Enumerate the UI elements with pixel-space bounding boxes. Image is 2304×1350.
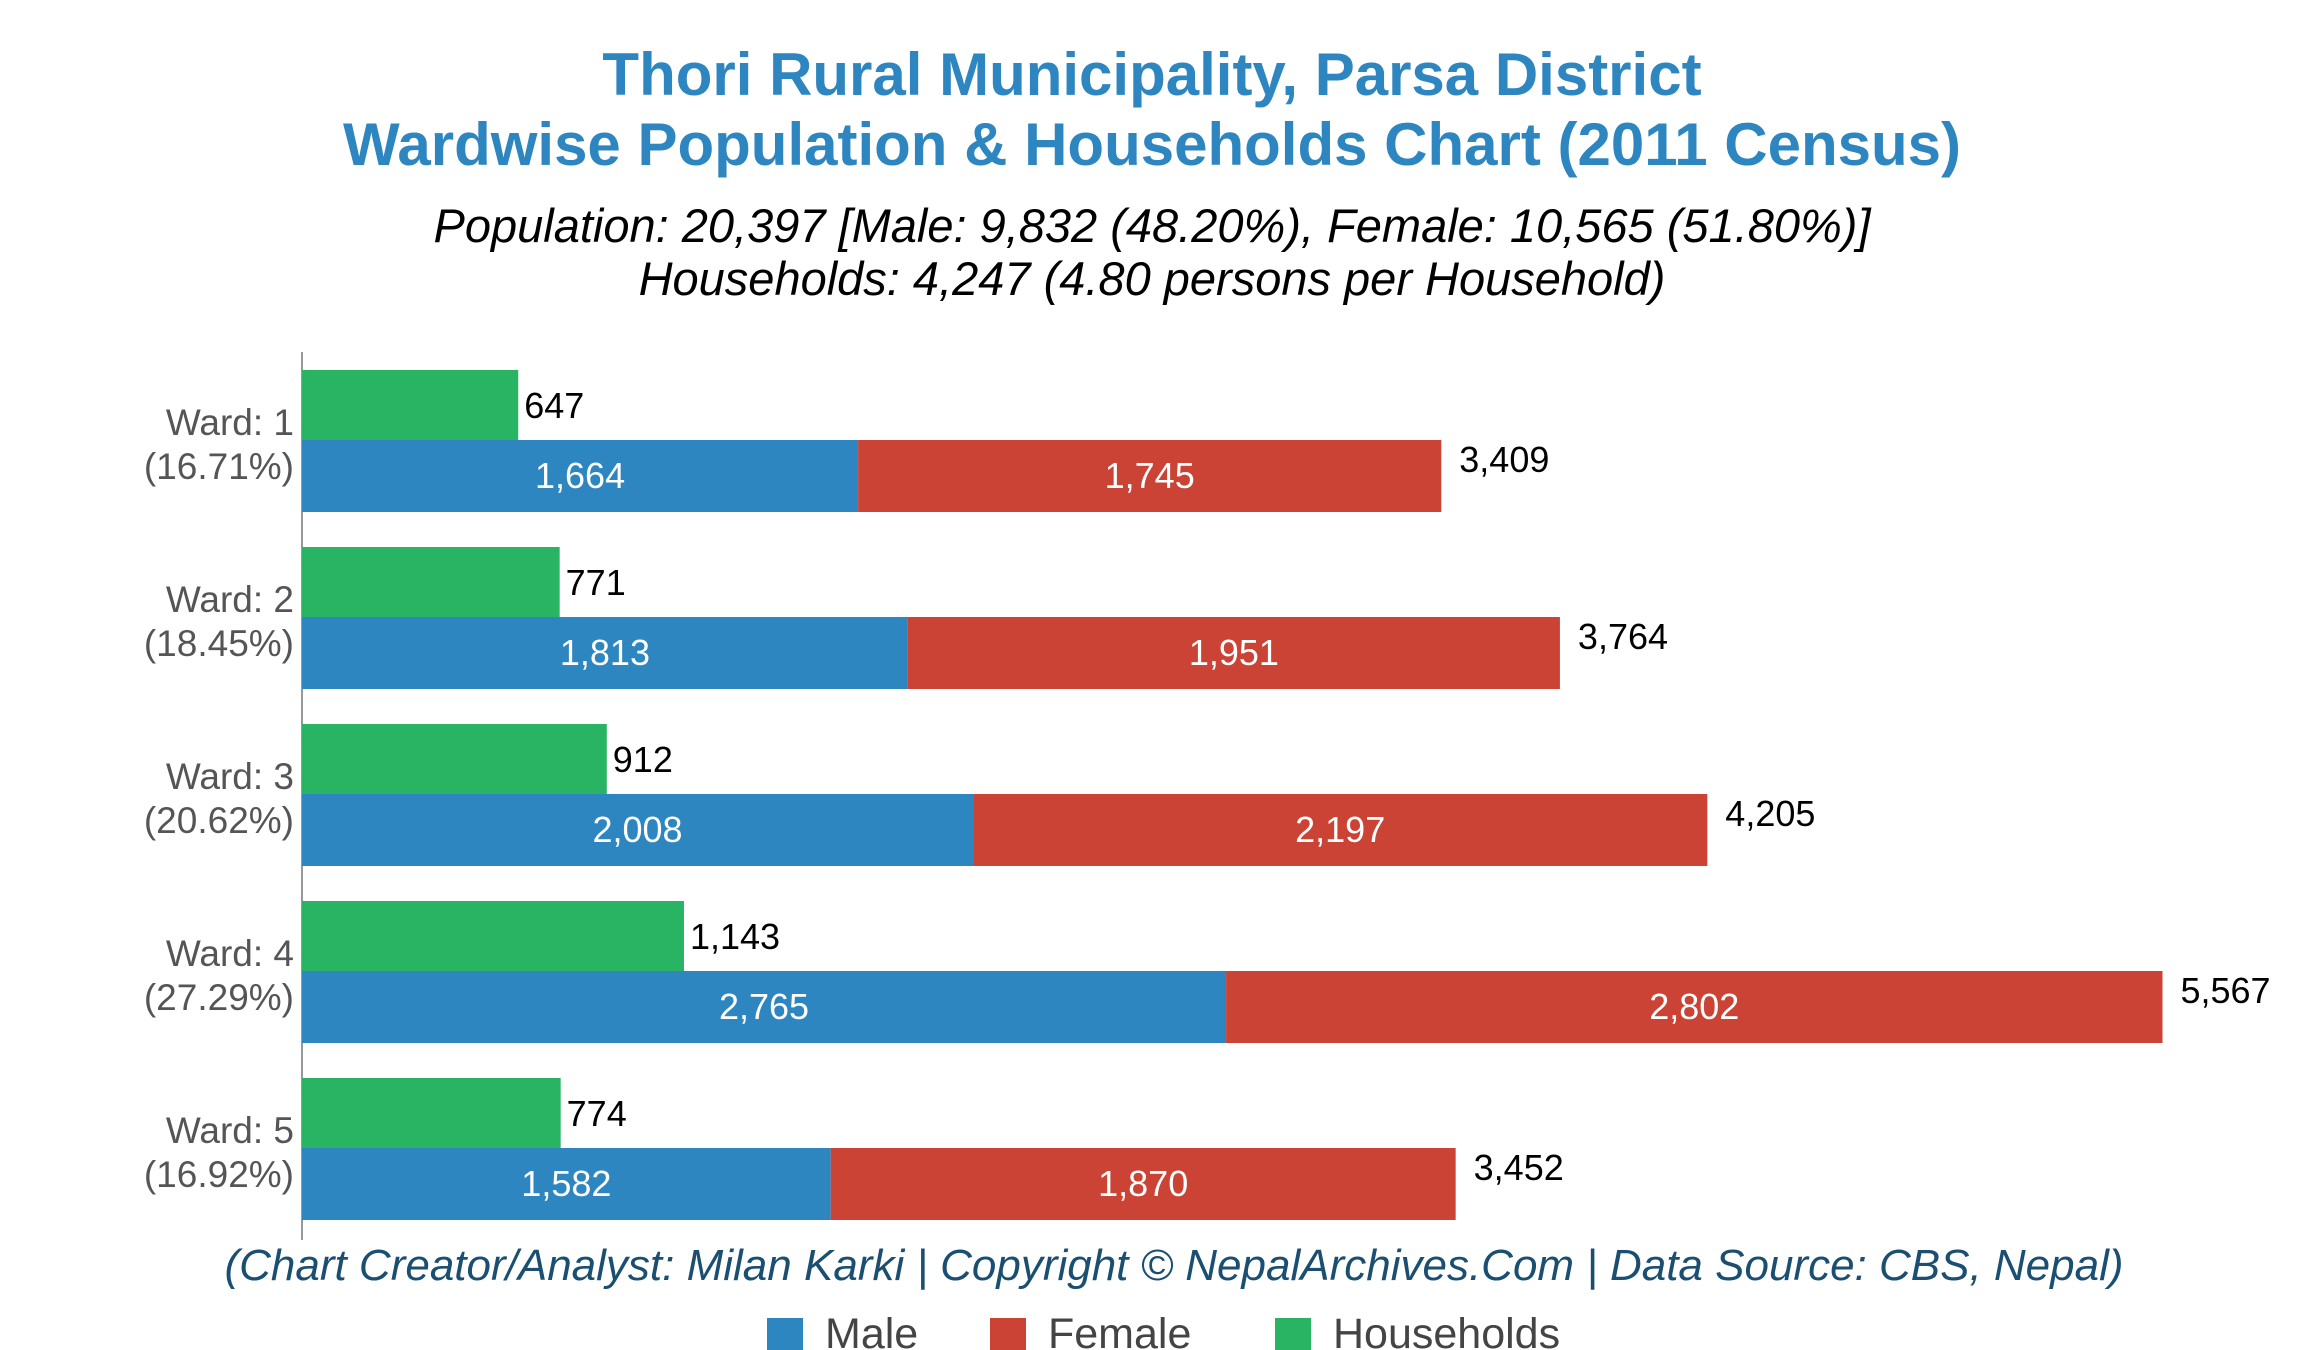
female-bar bbox=[858, 440, 1442, 512]
male-bar bbox=[302, 440, 859, 512]
legend-swatch-female bbox=[990, 1318, 1026, 1350]
male-bar bbox=[302, 971, 1227, 1043]
households-value-label: 647 bbox=[524, 385, 584, 426]
total-value-label: 5,567 bbox=[2180, 970, 2270, 1011]
male-value-label: 1,582 bbox=[521, 1163, 611, 1204]
male-value-label: 2,008 bbox=[592, 809, 682, 850]
total-value-label: 3,409 bbox=[1459, 439, 1549, 480]
ward-label: Ward: 5 bbox=[166, 1110, 294, 1151]
households-bar bbox=[302, 724, 607, 794]
chart-footnote: (Chart Creator/Analyst: Milan Karki | Co… bbox=[224, 1241, 2123, 1290]
ward-label: Ward: 4 bbox=[166, 933, 294, 974]
households-value-label: 771 bbox=[566, 562, 626, 603]
female-bar bbox=[1226, 971, 2163, 1043]
legend-label-female: Female bbox=[1048, 1310, 1191, 1350]
female-value-label: 1,951 bbox=[1189, 632, 1279, 673]
ward-label: Ward: 3 bbox=[166, 756, 294, 797]
female-bar bbox=[830, 1148, 1456, 1220]
male-value-label: 1,664 bbox=[535, 455, 625, 496]
households-bar bbox=[302, 370, 519, 440]
male-value-label: 2,765 bbox=[719, 986, 809, 1027]
female-value-label: 2,197 bbox=[1295, 809, 1385, 850]
ward-share-label: (20.62%) bbox=[144, 800, 294, 841]
households-bar bbox=[302, 547, 560, 617]
legend-label-households: Households bbox=[1333, 1310, 1560, 1350]
chart-subtitle-line: Households: 4,247 (4.80 persons per Hous… bbox=[639, 252, 1666, 305]
male-bar bbox=[302, 617, 908, 689]
ward-share-label: (27.29%) bbox=[144, 977, 294, 1018]
total-value-label: 3,764 bbox=[1578, 616, 1668, 657]
legend-label-male: Male bbox=[825, 1310, 918, 1350]
total-value-label: 3,452 bbox=[1474, 1147, 1564, 1188]
legend-swatch-households bbox=[1275, 1318, 1311, 1350]
households-bar bbox=[302, 1078, 561, 1148]
households-value-label: 912 bbox=[613, 739, 673, 780]
ward-share-label: (16.71%) bbox=[144, 446, 294, 487]
female-bar bbox=[973, 794, 1708, 866]
chart-subtitle-line: Population: 20,397 [Male: 9,832 (48.20%)… bbox=[433, 199, 1871, 252]
households-bar bbox=[302, 901, 684, 971]
female-value-label: 2,802 bbox=[1649, 986, 1739, 1027]
households-value-label: 1,143 bbox=[690, 916, 780, 957]
chart-title-line: Thori Rural Municipality, Parsa District bbox=[602, 41, 1701, 108]
male-bar bbox=[302, 1148, 831, 1220]
female-bar bbox=[907, 617, 1560, 689]
female-value-label: 1,870 bbox=[1098, 1163, 1188, 1204]
female-value-label: 1,745 bbox=[1105, 455, 1195, 496]
ward-share-label: (18.45%) bbox=[144, 623, 294, 664]
chart-title-line: Wardwise Population & Households Chart (… bbox=[343, 111, 1961, 178]
households-value-label: 774 bbox=[567, 1093, 627, 1134]
legend-swatch-male bbox=[767, 1318, 803, 1350]
male-bar bbox=[302, 794, 974, 866]
ward-label: Ward: 2 bbox=[166, 579, 294, 620]
ward-share-label: (16.92%) bbox=[144, 1154, 294, 1195]
total-value-label: 4,205 bbox=[1725, 793, 1815, 834]
ward-label: Ward: 1 bbox=[166, 402, 294, 443]
male-value-label: 1,813 bbox=[560, 632, 650, 673]
